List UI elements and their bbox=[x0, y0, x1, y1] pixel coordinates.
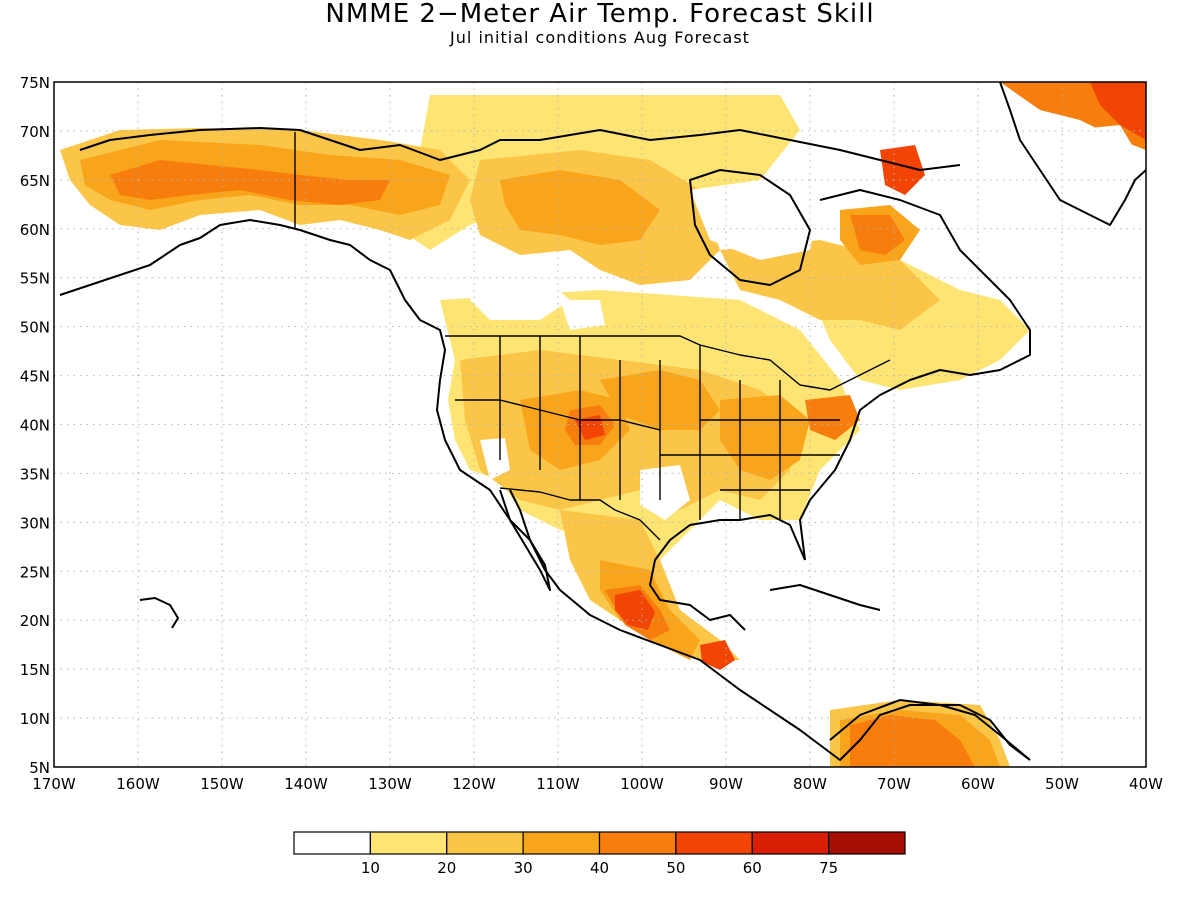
colorbar-label: 10 bbox=[361, 859, 380, 877]
longitude-tick-label: 40W bbox=[1129, 775, 1163, 793]
us-canada-border bbox=[445, 335, 891, 391]
coastlines bbox=[59, 82, 1146, 761]
colorbar-swatch bbox=[293, 831, 371, 855]
longitude-tick-label: 140W bbox=[284, 775, 328, 793]
hawaii-coast bbox=[139, 597, 179, 629]
latitude-tick-label: 20N bbox=[20, 612, 50, 630]
map-frame bbox=[53, 81, 1147, 768]
latitude-tick-label: 70N bbox=[20, 123, 50, 141]
longitude-tick-label: 110W bbox=[536, 775, 580, 793]
latitude-tick-label: 45N bbox=[20, 368, 50, 386]
baja-coast bbox=[499, 489, 551, 591]
alaska-coast bbox=[59, 219, 1031, 761]
colorbar-label: 20 bbox=[437, 859, 456, 877]
latitude-tick-label: 5N bbox=[29, 759, 50, 777]
latitude-tick-label: 65N bbox=[20, 172, 50, 190]
colorbar-label: 60 bbox=[743, 859, 762, 877]
latitude-tick-label: 10N bbox=[20, 710, 50, 728]
longitude-tick-label: 70W bbox=[877, 775, 911, 793]
longitude-tick-label: 160W bbox=[116, 775, 160, 793]
latitude-tick-labels: 5N 10N 15N 20N 25N 30N 35N 40N 45N 50N 55N 60N 65N 70… bbox=[20, 74, 50, 777]
state-lines-west bbox=[455, 336, 661, 500]
longitude-tick-label: 100W bbox=[620, 775, 664, 793]
labrador-coast bbox=[799, 189, 1031, 561]
cuba-coast bbox=[769, 584, 881, 611]
latitude-tick-label: 60N bbox=[20, 221, 50, 239]
longitude-tick-label: 120W bbox=[452, 775, 496, 793]
latitude-tick-label: 75N bbox=[20, 74, 50, 92]
longitude-tick-labels: 170W 160W 150W 140W 130W 120W 110W 100W 90W 80W 70… bbox=[32, 775, 1163, 793]
longitude-tick-label: 90W bbox=[709, 775, 743, 793]
map-title: NMME 2−Meter Air Temp. Forecast Skill bbox=[325, 0, 875, 29]
low-skill-patches bbox=[470, 180, 820, 520]
latitude-tick-label: 15N bbox=[20, 661, 50, 679]
gulf-coast bbox=[649, 514, 806, 631]
longitude-tick-label: 130W bbox=[368, 775, 412, 793]
latitude-tick-label: 30N bbox=[20, 514, 50, 532]
greenland-low-skill bbox=[1070, 125, 1135, 170]
arctic-coast bbox=[79, 127, 961, 171]
colorbar-swatch bbox=[828, 831, 906, 855]
colorbar-label: 50 bbox=[666, 859, 685, 877]
longitude-tick-label: 50W bbox=[1045, 775, 1079, 793]
longitude-tick-label: 60W bbox=[961, 775, 995, 793]
longitude-tick-label: 170W bbox=[32, 775, 76, 793]
colorbar-label: 75 bbox=[819, 859, 838, 877]
state-lines-east bbox=[660, 345, 840, 520]
colorbar-label: 40 bbox=[590, 859, 609, 877]
colorbar-swatch bbox=[751, 831, 830, 855]
south-america-coast bbox=[829, 699, 1031, 761]
map-subtitle: Jul initial conditions Aug Forecast bbox=[450, 28, 750, 47]
latitude-tick-label: 25N bbox=[20, 563, 50, 581]
latitude-tick-label: 50N bbox=[20, 319, 50, 337]
latitude-tick-label: 40N bbox=[20, 417, 50, 435]
colorbar: 10 20 30 40 50 60 75 bbox=[293, 831, 906, 877]
colorbar-label: 30 bbox=[514, 859, 533, 877]
latitude-tick-label: 55N bbox=[20, 270, 50, 288]
political-borders bbox=[294, 132, 891, 541]
longitude-tick-label: 150W bbox=[200, 775, 244, 793]
colorbar-swatch bbox=[675, 831, 753, 855]
latitude-tick-label: 35N bbox=[20, 465, 50, 483]
colorbar-swatch bbox=[522, 831, 601, 855]
longitude-tick-label: 80W bbox=[793, 775, 827, 793]
greenland-coast bbox=[999, 82, 1146, 226]
colorbar-swatch bbox=[369, 831, 448, 855]
colorbar-swatch bbox=[598, 831, 677, 855]
hudson-bay bbox=[689, 169, 811, 286]
us-mexico-border bbox=[499, 487, 661, 541]
colorbar-swatch bbox=[446, 831, 524, 855]
